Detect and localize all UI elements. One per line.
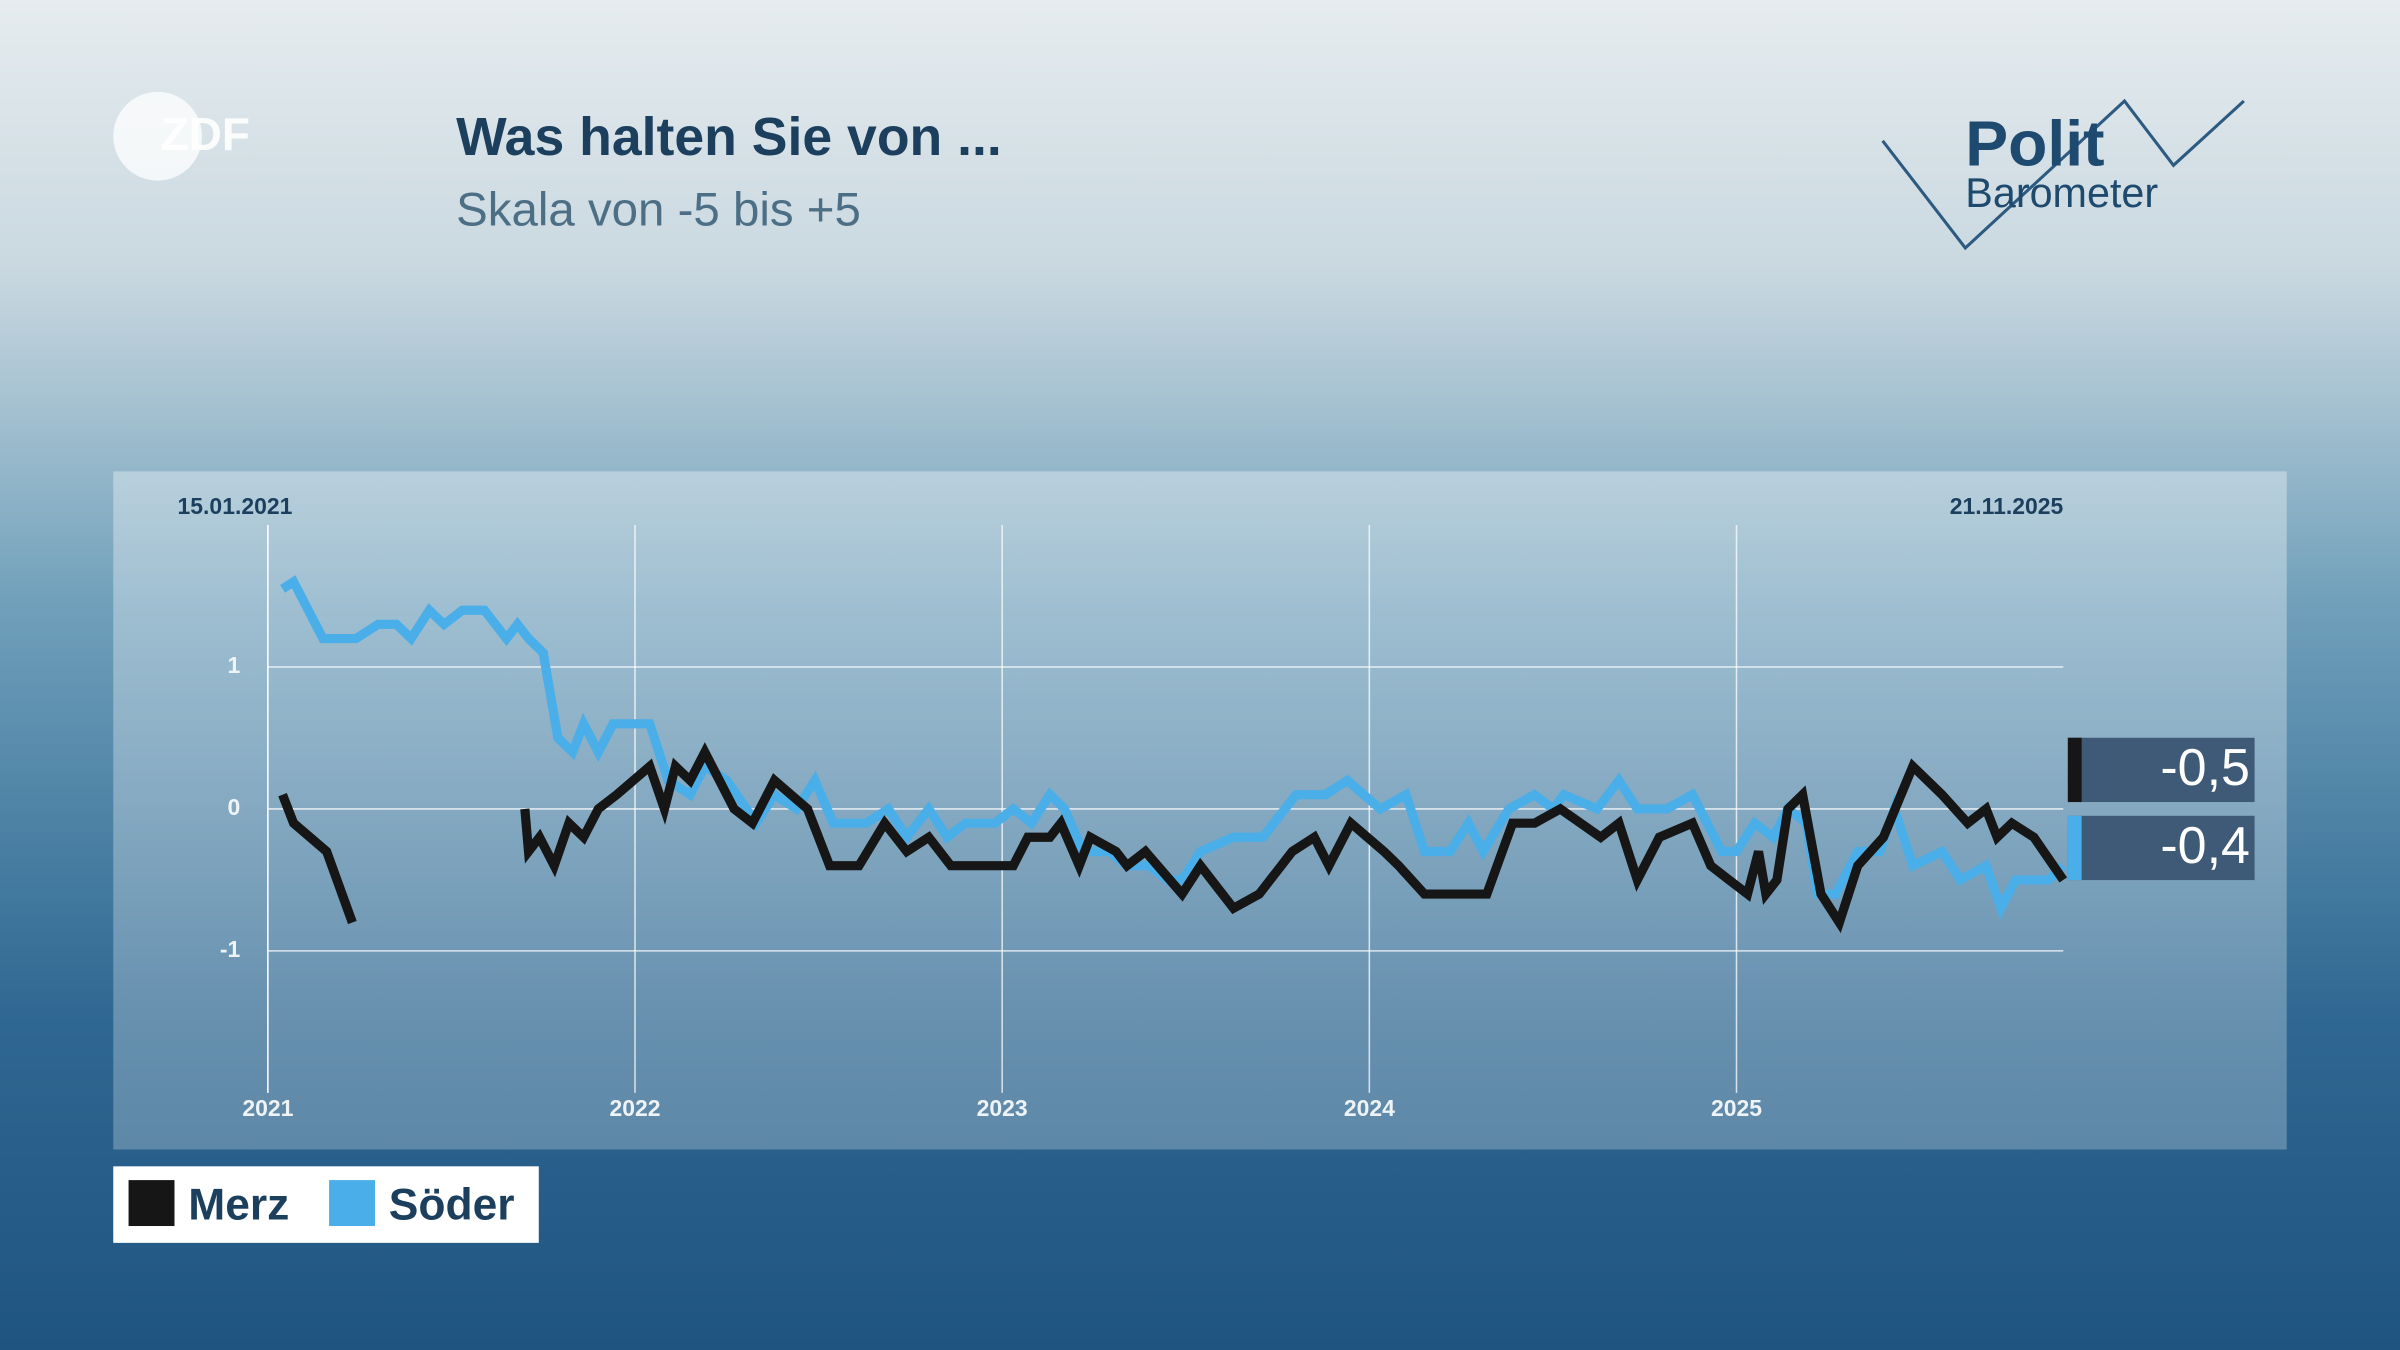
end-label-swatch — [2067, 737, 2082, 803]
legend-label: Merz — [188, 1180, 289, 1229]
x-tick-label: 2024 — [1344, 1095, 1395, 1121]
end-label: -0,5 — [2160, 739, 2250, 797]
program-logo-subtitle: Barometer — [1965, 170, 2158, 216]
chart-title: Was halten Sie von ... — [456, 108, 1002, 167]
grid: -1 0 1 2021 2022 2023 2024 2025 — [220, 525, 2064, 1121]
end-labels: -0,5 -0,4 — [2067, 737, 2255, 881]
program-logo-title: Polit — [1965, 107, 2104, 179]
x-tick-label: 2025 — [1711, 1095, 1762, 1121]
end-label-box — [2067, 815, 2255, 881]
legend-box — [113, 1166, 539, 1243]
y-tick-label: -1 — [220, 936, 241, 962]
end-label-box — [2067, 737, 2255, 803]
x-tick-label: 2022 — [610, 1095, 661, 1121]
plot-panel — [113, 471, 2287, 1150]
legend-label: Söder — [389, 1180, 515, 1229]
end-label-swatch — [2067, 815, 2082, 881]
series-line — [278, 742, 2068, 934]
x-tick-label: 2021 — [242, 1095, 293, 1121]
end-label: -0,4 — [2160, 817, 2250, 875]
channel-logo-disc — [113, 91, 203, 181]
y-tick-label: 1 — [228, 652, 241, 678]
program-logo-line — [1881, 98, 2245, 251]
x-tick-label: 2023 — [977, 1095, 1028, 1121]
legend: Merz Söder — [128, 1180, 515, 1229]
end-date: 21.11.2025 — [1950, 493, 2064, 519]
legend-swatch — [128, 1180, 175, 1227]
y-tick-label: 0 — [228, 794, 241, 820]
channel-logo: ZDF — [161, 108, 250, 160]
lines — [278, 575, 2068, 934]
legend-swatch — [329, 1180, 375, 1227]
chart-subtitle: Skala von -5 bis +5 — [456, 183, 861, 236]
start-date: 15.01.2021 — [178, 493, 293, 519]
